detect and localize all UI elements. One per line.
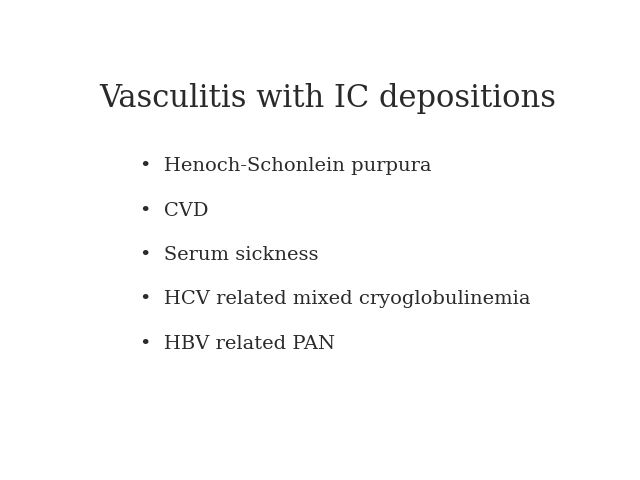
Text: •  CVD: • CVD	[140, 202, 208, 220]
Text: •  HBV related PAN: • HBV related PAN	[140, 335, 335, 353]
Text: •  Serum sickness: • Serum sickness	[140, 246, 318, 264]
Text: Vasculitis with IC depositions: Vasculitis with IC depositions	[99, 84, 557, 114]
Text: •  Henoch-Schonlein purpura: • Henoch-Schonlein purpura	[140, 157, 431, 175]
Text: •  HCV related mixed cryoglobulinemia: • HCV related mixed cryoglobulinemia	[140, 290, 530, 309]
